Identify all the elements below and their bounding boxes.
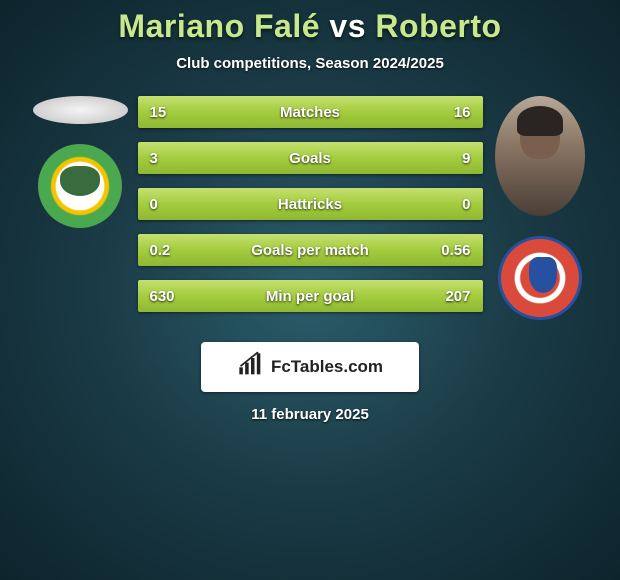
stat-row-goals-per-match: 0.2 Goals per match 0.56 [138,234,483,266]
chart-icon [237,351,265,384]
stat-p2-value: 0 [431,196,471,213]
player1-column [33,96,128,320]
date-label: 11 february 2025 [0,406,620,423]
title-player2: Roberto [375,8,501,44]
subtitle: Club competitions, Season 2024/2025 [0,55,620,72]
stat-p1-value: 15 [150,104,190,121]
player2-club-badge [498,236,582,320]
page-title: Mariano Falé vs Roberto [0,0,620,45]
stat-p1-value: 0.2 [150,242,190,259]
stat-p1-value: 0 [150,196,190,213]
player2-photo [495,96,585,216]
stat-p1-value: 630 [150,288,190,305]
stat-row-hattricks: 0 Hattricks 0 [138,188,483,220]
brand-label: FcTables.com [271,357,383,377]
player1-club-badge [38,144,122,228]
source-badge[interactable]: FcTables.com [201,342,419,392]
stat-bars: 15 Matches 16 3 Goals 9 0 Hattricks 0 0.… [138,96,483,320]
stat-p2-value: 207 [431,288,471,305]
stat-row-goals: 3 Goals 9 [138,142,483,174]
title-vs: vs [329,8,366,44]
stat-p2-value: 9 [431,150,471,167]
stat-row-matches: 15 Matches 16 [138,96,483,128]
stat-p1-value: 3 [150,150,190,167]
player2-column [493,96,588,320]
stat-row-min-per-goal: 630 Min per goal 207 [138,280,483,312]
player1-photo [33,96,128,124]
title-player1: Mariano Falé [118,8,320,44]
stat-p2-value: 16 [431,104,471,121]
comparison-panel: 15 Matches 16 3 Goals 9 0 Hattricks 0 0.… [0,96,620,320]
stat-p2-value: 0.56 [431,242,471,259]
